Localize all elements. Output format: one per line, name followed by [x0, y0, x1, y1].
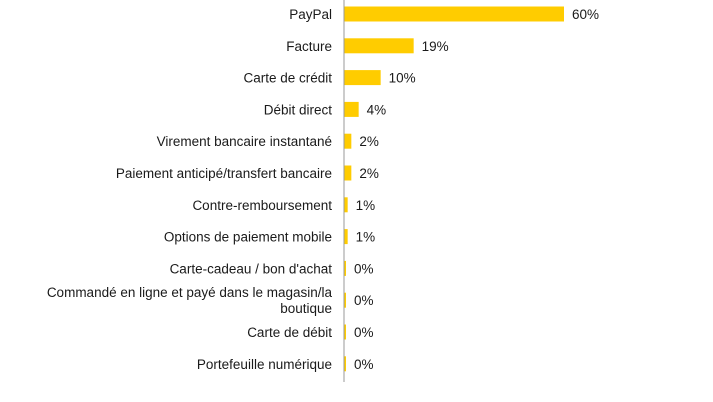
bar	[344, 197, 348, 213]
bar	[344, 356, 346, 372]
category-label: Débit direct	[264, 102, 333, 117]
value-label: 0%	[354, 357, 374, 372]
bars-group	[344, 6, 564, 372]
category-label: Commandé en ligne et payé dans le magasi…	[47, 285, 333, 316]
value-label: 1%	[356, 198, 376, 213]
bar	[344, 229, 348, 245]
value-label: 2%	[359, 134, 379, 149]
bar	[344, 133, 352, 149]
value-label: 0%	[354, 261, 374, 276]
value-labels-group: 60% 19% 10% 4% 2% 2% 1% 1% 0% 0% 0% 0%	[354, 7, 599, 372]
bar	[344, 292, 346, 308]
value-label: 10%	[389, 71, 416, 86]
category-label: Carte de crédit	[243, 71, 332, 86]
bar	[344, 324, 346, 340]
value-label: 1%	[356, 230, 376, 245]
bar	[344, 260, 346, 276]
bar	[344, 6, 564, 22]
category-label: Virement bancaire instantané	[157, 134, 332, 149]
value-label: 19%	[422, 39, 449, 54]
value-label: 60%	[572, 7, 599, 22]
bar	[344, 101, 359, 117]
category-label: Portefeuille numérique	[197, 357, 332, 372]
category-label: Facture	[286, 39, 332, 54]
category-label: Contre-remboursement	[192, 198, 332, 213]
category-label: Carte-cadeau / bon d'achat	[170, 261, 333, 276]
value-label: 4%	[367, 102, 387, 117]
category-label: Options de paiement mobile	[164, 230, 332, 245]
value-label: 0%	[354, 293, 374, 308]
category-labels-group: PayPal Facture Carte de crédit Débit direct…	[47, 7, 333, 372]
bar	[344, 38, 414, 54]
bar	[344, 165, 352, 181]
value-label: 0%	[354, 325, 374, 340]
value-label: 2%	[359, 166, 379, 181]
bar	[344, 70, 381, 86]
category-label: Paiement anticipé/transfert bancaire	[116, 166, 332, 181]
category-label: Carte de débit	[247, 325, 332, 340]
category-label: PayPal	[289, 7, 332, 22]
